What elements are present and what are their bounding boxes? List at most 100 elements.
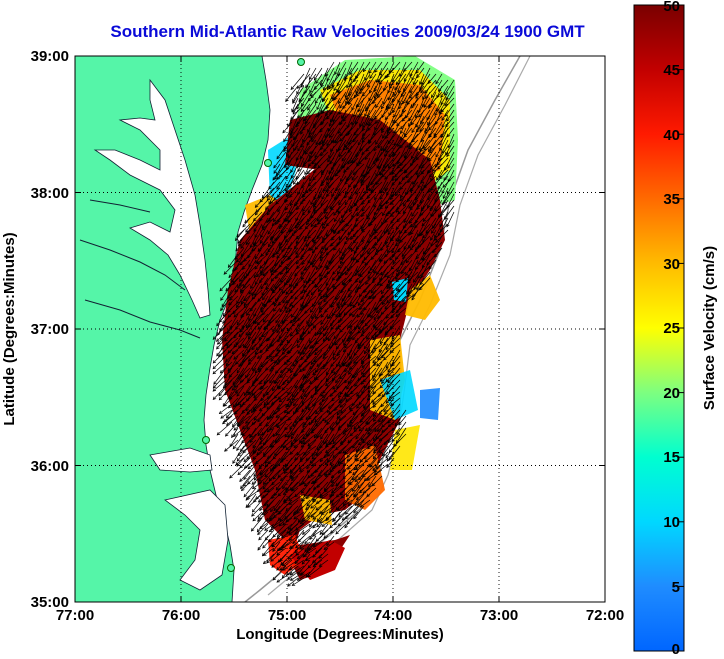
velocity-vector (305, 139, 317, 155)
velocity-vector (294, 553, 305, 564)
velocity-vector (350, 295, 359, 307)
velocity-vector (243, 481, 257, 498)
vector-arrowhead (415, 124, 419, 128)
velocity-vector (320, 115, 329, 126)
velocity-vector (324, 421, 335, 434)
velocity-vector (447, 127, 455, 137)
velocity-vector (347, 145, 359, 165)
velocity-vector (371, 343, 383, 353)
vector-arrowhead (314, 351, 318, 356)
velocity-vector (345, 181, 353, 195)
velocity-vector (290, 391, 299, 404)
vector-arrowhead (339, 391, 343, 395)
velocity-vector (410, 181, 419, 192)
vector-arrowhead (290, 86, 295, 91)
velocity-vector (284, 403, 293, 414)
vector-arrowhead (355, 246, 360, 250)
vector-arrowhead (326, 86, 331, 91)
velocity-vector (303, 547, 317, 557)
vector-arrowhead (296, 339, 300, 344)
velocity-vector (387, 79, 395, 93)
vector-arrowhead (251, 485, 256, 490)
velocity-vector (223, 373, 239, 388)
vector-arrowhead (367, 385, 371, 390)
velocity-vector (388, 391, 401, 402)
velocity-vector (330, 127, 341, 144)
velocity-vector (361, 319, 377, 333)
vector-arrowhead (339, 105, 343, 109)
velocity-vector (362, 361, 377, 378)
velocity-vector (262, 535, 275, 549)
vector-arrowhead (442, 195, 446, 200)
velocity-vector (389, 313, 401, 329)
vector-arrowhead (351, 488, 356, 492)
velocity-vector (439, 211, 449, 228)
vector-arrowhead (363, 245, 367, 250)
vector-arrowhead (339, 363, 343, 368)
vector-arrowhead (219, 287, 224, 292)
velocity-vector (247, 367, 257, 382)
velocity-vector (336, 289, 347, 306)
velocity-vector (303, 139, 311, 153)
velocity-vector (286, 139, 299, 153)
velocity-vector (309, 79, 317, 93)
vector-arrowhead (327, 158, 331, 163)
velocity-vector (315, 445, 329, 456)
velocity-vector (246, 487, 263, 499)
velocity-vector (442, 187, 449, 199)
velocity-vector (252, 511, 263, 522)
velocity-vector (293, 169, 305, 185)
vector-arrowhead (233, 344, 237, 348)
velocity-vector (311, 475, 323, 484)
vector-arrowhead (333, 139, 337, 144)
velocity-vector (248, 253, 257, 267)
velocity-vector (236, 451, 245, 462)
velocity-vector (313, 157, 323, 169)
velocity-vector (306, 541, 323, 553)
velocity-vector (367, 229, 377, 243)
velocity-vector (361, 199, 371, 212)
velocity-vector (271, 517, 287, 528)
velocity-vector (276, 547, 287, 556)
vector-arrowhead (323, 546, 328, 550)
velocity-vector (373, 205, 383, 220)
vector-arrowhead (332, 352, 336, 357)
velocity-vector (361, 379, 371, 394)
velocity-vector (339, 115, 347, 126)
velocity-vector (321, 163, 329, 176)
velocity-vector (386, 235, 395, 248)
velocity-vector (352, 103, 359, 117)
vector-arrowhead (288, 308, 292, 312)
velocity-vector (297, 547, 311, 559)
velocity-vector (348, 361, 359, 375)
vector-arrowhead (248, 317, 252, 322)
velocity-vector (268, 235, 275, 247)
vector-arrowhead (319, 519, 323, 524)
velocity-vector (337, 205, 347, 214)
velocity-vector (258, 325, 269, 341)
velocity-vector (357, 277, 371, 290)
vector-arrowhead (333, 87, 337, 92)
velocity-vector (256, 253, 269, 265)
velocity-vector (253, 409, 263, 421)
velocity-vector (420, 169, 431, 184)
vector-arrowhead (333, 356, 337, 361)
velocity-vector (253, 403, 263, 412)
velocity-vector (276, 559, 287, 571)
vector-arrowhead (308, 76, 312, 81)
vector-arrowhead (238, 363, 242, 368)
vector-arrowhead (310, 201, 314, 206)
velocity-vector (248, 355, 257, 365)
vector-arrowhead (339, 404, 344, 408)
vector-arrowhead (345, 493, 350, 498)
velocity-vector (332, 379, 341, 390)
vector-arrowhead (413, 286, 417, 291)
velocity-vector (296, 253, 305, 265)
velocity-vector (313, 199, 329, 214)
velocity-vector (339, 439, 353, 454)
vector-arrowhead (276, 579, 281, 583)
vector-arrowhead (290, 443, 294, 447)
velocity-vector (229, 385, 239, 399)
vector-arrowhead (315, 500, 320, 505)
vector-arrowhead (279, 547, 284, 551)
